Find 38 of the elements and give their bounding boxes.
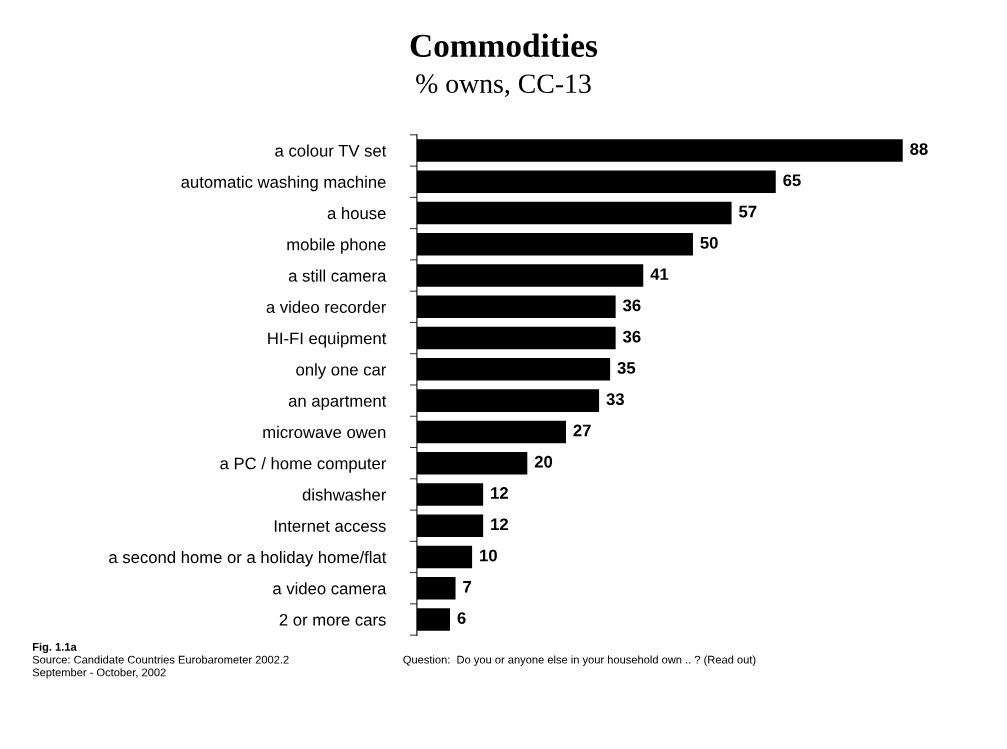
y-tick-label: automatic washing machine	[181, 175, 386, 192]
y-tick-label: a video camera	[273, 582, 387, 595]
data-label: 36	[622, 299, 641, 312]
data-label: 57	[739, 205, 757, 218]
data-label: 20	[534, 455, 553, 468]
y-tick-label: mobile phone	[287, 238, 386, 254]
y-tick-label: 2 or more cars	[279, 613, 386, 626]
y-tick-label: Internet access	[274, 520, 386, 532]
data-label: 6	[457, 612, 466, 624]
y-tick-label: dishwasher	[302, 488, 387, 501]
y-tick-label: an apartment	[288, 395, 387, 411]
y-tick-label: a colour TV set	[275, 144, 387, 157]
data-label: 12	[491, 518, 508, 531]
chart-subtitle: % owns, CC-13	[416, 74, 591, 98]
y-tick-label: HI-FI equipment	[268, 332, 387, 348]
data-label: 36	[622, 330, 641, 343]
data-label: 41	[650, 268, 669, 280]
data-label: 12	[491, 487, 508, 499]
data-label: 10	[480, 549, 497, 562]
chart-title: Commodities	[410, 33, 598, 58]
data-label: 50	[700, 236, 718, 249]
y-tick-label: a video recorder	[266, 300, 387, 314]
data-label: 7	[463, 581, 472, 593]
y-tick-label: a PC / home computer	[220, 457, 387, 473]
y-tick-label: only one car	[296, 363, 387, 379]
data-label: 27	[573, 424, 591, 437]
y-tick-label: a house	[327, 206, 386, 220]
y-tick-label: microwave owen	[263, 425, 386, 439]
source-note: Source: Candidate Countries Eurobarometer 2002.2	[32, 655, 289, 664]
y-tick-label: a second home or a holiday home/flat	[109, 550, 387, 567]
y-tick-label: a still camera	[288, 269, 387, 282]
data-label: 35	[617, 362, 636, 374]
data-label: 88	[910, 143, 928, 155]
text: Question: Do you or anyone else in your household own .. ? (Read out)	[403, 655, 756, 666]
data-label: 65	[783, 174, 801, 187]
text: September - October, 2002	[32, 668, 166, 679]
caption: Fig. 1.1a	[32, 642, 77, 654]
data-label: 33	[606, 393, 624, 406]
